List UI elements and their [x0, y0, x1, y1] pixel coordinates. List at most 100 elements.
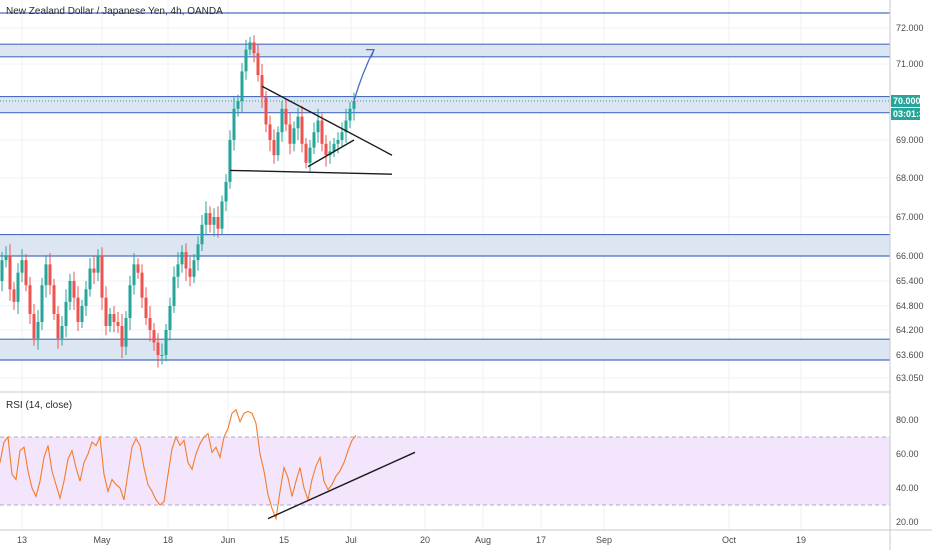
candle-body	[272, 140, 276, 156]
x-tick-label: 19	[796, 535, 806, 545]
y-tick-label: 66.000	[896, 251, 924, 261]
trendline	[307, 139, 355, 168]
rsi-title: RSI (14, close)	[6, 400, 72, 411]
x-tick-label: Oct	[722, 535, 737, 545]
candle-body	[80, 306, 84, 322]
candle-body	[348, 108, 352, 121]
candle-body	[44, 264, 48, 286]
candle-body	[280, 108, 284, 133]
candle-body	[208, 213, 212, 225]
x-tick-label: Jun	[221, 535, 236, 545]
trendlines	[229, 48, 393, 175]
candle-body	[8, 256, 12, 290]
candle-body	[84, 289, 88, 306]
rsi-y-tick-label: 20.00	[896, 517, 919, 527]
x-tick-label: Jul	[345, 535, 357, 545]
x-tick-label: Aug	[475, 535, 491, 545]
x-tick-label: 15	[279, 535, 289, 545]
candle-body	[308, 147, 312, 163]
rsi-band	[0, 437, 890, 505]
candle-body	[256, 53, 260, 76]
candle-body	[72, 281, 76, 298]
current-price-tag: 70.000 03:01:30	[891, 95, 929, 120]
candle-body	[56, 314, 60, 339]
y-tick-label: 69.000	[896, 135, 924, 145]
candle-body	[240, 71, 244, 101]
x-tick-label: 17	[536, 535, 546, 545]
price-tag-bg	[891, 95, 920, 107]
candle-body	[204, 213, 208, 225]
candle-body	[292, 128, 296, 144]
candle-body	[88, 268, 92, 290]
y-tick-label: 64.800	[896, 301, 924, 311]
candle-body	[340, 132, 344, 140]
candle-body	[28, 285, 32, 314]
candle-body	[16, 272, 20, 302]
candle-body	[36, 322, 40, 339]
y-tick-label: 72.000	[896, 23, 924, 33]
candle-body	[252, 42, 256, 54]
candles	[0, 35, 356, 368]
candle-body	[304, 143, 308, 163]
candle-body	[200, 224, 204, 245]
candle-body	[196, 244, 200, 261]
candle-body	[20, 260, 24, 273]
candle-body	[236, 101, 240, 109]
x-tick-label: 20	[420, 535, 430, 545]
x-tick-label: 13	[17, 535, 27, 545]
candle-body	[128, 285, 132, 318]
candle-body	[344, 120, 348, 133]
price-zone	[0, 234, 890, 256]
candle-body	[176, 264, 180, 277]
candle-body	[136, 264, 140, 273]
price-tag-countdown: 03:01:30	[893, 109, 929, 119]
countdown-tag-bg	[891, 108, 920, 120]
candle-body	[76, 297, 80, 322]
candle-body	[116, 322, 120, 326]
candle-body	[248, 42, 252, 50]
trendline	[261, 85, 393, 156]
candle-body	[60, 326, 64, 339]
y-tick-label: 68.000	[896, 173, 924, 183]
candle-body	[12, 289, 16, 302]
rsi-y-tick-label: 60.00	[896, 449, 919, 459]
candle-body	[152, 330, 156, 343]
candle-body	[268, 124, 272, 140]
x-tick-label: 18	[163, 535, 173, 545]
candle-body	[336, 140, 340, 144]
y-tick-label: 64.200	[896, 325, 924, 335]
candle-body	[324, 143, 328, 156]
candle-body	[108, 314, 112, 326]
candle-body	[40, 285, 44, 322]
y-tick-label: 71.000	[896, 59, 924, 69]
candle-body	[24, 260, 28, 286]
candle-body	[284, 108, 288, 125]
candle-body	[296, 116, 300, 129]
candle-body	[352, 101, 356, 109]
candle-body	[312, 132, 316, 148]
candle-body	[224, 181, 228, 202]
candle-body	[180, 252, 184, 265]
candle-body	[92, 268, 96, 273]
candle-body	[148, 318, 152, 330]
candle-body	[0, 260, 4, 281]
candle-body	[164, 330, 168, 355]
candle-body	[4, 256, 8, 261]
rsi-y-tick-label: 80.00	[896, 415, 919, 425]
candle-body	[216, 217, 220, 229]
rsi-pane	[0, 408, 890, 521]
candle-body	[124, 318, 128, 347]
y-tick-label: 67.000	[896, 212, 924, 222]
y-axis-labels: 72.000 71.000 69.000 68.000 67.000 66.000 65.4…	[896, 23, 924, 527]
y-tick-label: 63.600	[896, 350, 924, 360]
candle-body	[220, 201, 224, 229]
candle-body	[140, 272, 144, 298]
candle-body	[32, 314, 36, 339]
projection-arrowhead	[366, 48, 375, 58]
candle-body	[212, 217, 216, 225]
candle-body	[156, 342, 160, 355]
candle-body	[52, 285, 56, 314]
price-zone	[0, 96, 890, 113]
rsi-trendline	[267, 451, 416, 520]
